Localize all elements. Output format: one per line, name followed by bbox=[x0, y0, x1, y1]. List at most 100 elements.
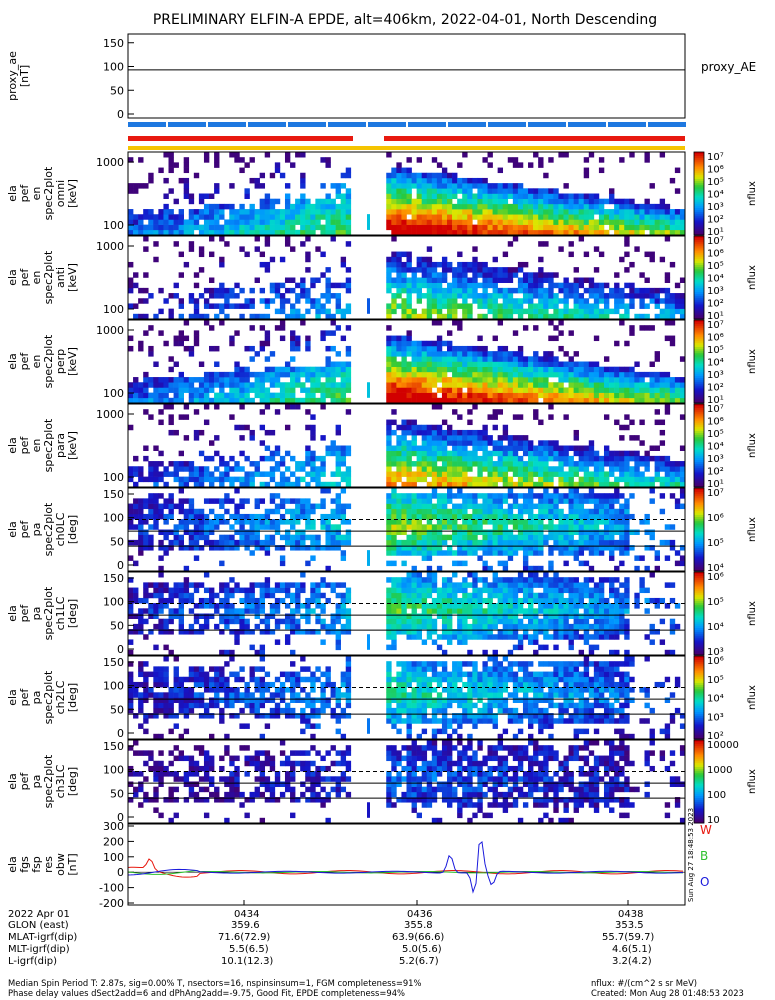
spectrogram-energy-2-cell bbox=[522, 308, 529, 315]
spectrogram-energy-2-cell bbox=[487, 277, 493, 283]
spectrogram-energy-4-cell bbox=[436, 445, 443, 451]
spectrogram-pitch-ch0-cell bbox=[274, 508, 281, 515]
spectrogram-energy-2-cell bbox=[315, 303, 321, 309]
spectrogram-pitch-ch0-cell bbox=[335, 513, 341, 520]
spectrogram-energy-1-cell bbox=[163, 219, 169, 225]
spectrogram-energy-3-cell bbox=[431, 392, 438, 399]
spectrogram-pitch-ch0-cell bbox=[416, 534, 422, 541]
spectrogram-pitch-ch0-cell bbox=[163, 503, 169, 510]
spectrogram-energy-2-cell bbox=[406, 313, 412, 320]
spectrogram-energy-1-cell bbox=[128, 214, 134, 220]
spectrogram-pitch-ch1-cell bbox=[295, 597, 301, 604]
spectrogram-energy-4-cell bbox=[239, 404, 245, 410]
spectrogram-energy-4-cell bbox=[644, 476, 650, 483]
spectrogram-pitch-ch0-cell bbox=[279, 534, 286, 541]
spectrogram-energy-3-cell bbox=[249, 345, 255, 352]
spectrogram-energy-1-colorbar-swatch bbox=[694, 214, 704, 217]
spectrogram-energy-3-cell bbox=[543, 382, 549, 388]
spectrogram-energy-1-cell bbox=[487, 188, 493, 194]
spectrogram-energy-3-cell bbox=[391, 387, 397, 393]
spectrogram-pitch-ch0-cell bbox=[421, 550, 428, 556]
spectrogram-pitch-ch1-cell bbox=[411, 572, 417, 578]
spectrogram-pitch-ch1-cell bbox=[163, 603, 169, 609]
spectrogram-energy-3-cell bbox=[138, 345, 144, 352]
spectrogram-energy-2-cell bbox=[492, 293, 498, 299]
spectrogram-pitch-ch0-cell bbox=[497, 493, 504, 499]
spectrogram-energy-2-cell bbox=[239, 287, 245, 294]
spectrogram-energy-1-cell bbox=[543, 224, 549, 231]
spectrogram-energy-1-cell bbox=[669, 219, 676, 225]
spectrogram-energy-3-cell bbox=[457, 377, 463, 383]
spectrogram-energy-4-cell bbox=[553, 445, 559, 451]
spectrogram-pitch-ch0-cell bbox=[143, 503, 149, 510]
spectrogram-energy-4-cell bbox=[269, 455, 276, 462]
spectrogram-pitch-ch1-cell bbox=[224, 603, 230, 609]
spectrogram-energy-4-cell bbox=[492, 450, 498, 457]
spectrogram-energy-4-cell bbox=[593, 476, 600, 483]
spectrogram-energy-1-cell bbox=[396, 188, 402, 194]
spectrogram-energy-3-cell bbox=[305, 387, 311, 393]
spectrogram-energy-1-cell bbox=[188, 209, 195, 215]
spectrogram-energy-4-cell bbox=[386, 424, 392, 431]
spectrogram-energy-1-cell bbox=[219, 214, 225, 220]
spectrogram-energy-4-cell bbox=[452, 429, 458, 436]
spectrogram-pitch-ch0-cell bbox=[492, 498, 498, 504]
spectrogram-energy-4-colorbar-frame bbox=[693, 403, 705, 488]
spectrogram-energy-1-cell bbox=[558, 229, 564, 236]
spectrogram-energy-4-cell bbox=[457, 435, 463, 441]
spectrogram-energy-1-cell bbox=[178, 219, 184, 225]
spectrogram-energy-1-cell bbox=[553, 193, 559, 199]
spectrogram-energy-2-cell bbox=[431, 287, 438, 294]
spectrogram-pitch-ch1-cell bbox=[143, 608, 149, 614]
spectrogram-pitch-ch0-cell bbox=[391, 534, 397, 541]
spectrogram-energy-2-cell bbox=[477, 261, 483, 268]
spectrogram-energy-4-cell bbox=[300, 476, 306, 483]
spectrogram-energy-3-cell bbox=[543, 397, 549, 404]
spectrogram-energy-3-cell bbox=[568, 371, 574, 378]
spectrogram-energy-4-cell bbox=[497, 471, 504, 477]
spectrogram-energy-1-cell bbox=[158, 214, 164, 220]
spectrogram-pitch-ch0-cell bbox=[269, 534, 276, 541]
spectrogram-pitch-ch0-cell bbox=[441, 493, 448, 499]
spectrogram-energy-4-cell bbox=[320, 435, 326, 441]
spectrogram-energy-3-colorbar-tick: 10¹ bbox=[707, 395, 724, 406]
spectrogram-energy-2-cell bbox=[533, 303, 539, 309]
spectrogram-energy-4-cell bbox=[472, 404, 478, 410]
spectrogram-pitch-ch1-cell bbox=[244, 587, 250, 594]
spectrogram-energy-3-cell bbox=[629, 371, 635, 378]
spectrogram-energy-1-cell bbox=[467, 229, 473, 236]
spectrogram-energy-3-cell bbox=[401, 345, 407, 352]
spectrogram-pitch-ch1-cell bbox=[411, 597, 417, 604]
spectrogram-energy-4-cell bbox=[497, 440, 504, 446]
spectrogram-energy-3-cell bbox=[482, 356, 488, 362]
spectrogram-pitch-ch1-cell bbox=[209, 603, 215, 609]
spectrogram-energy-4-cell bbox=[639, 419, 645, 426]
spectrogram-energy-3-cell bbox=[507, 392, 514, 399]
spectrogram-pitch-ch1-cell bbox=[224, 582, 230, 588]
spectrogram-energy-3-cell bbox=[421, 361, 428, 367]
spectrogram-energy-3-cell bbox=[447, 387, 453, 393]
spectrogram-energy-1-cell bbox=[436, 224, 443, 231]
spectrogram-energy-3-cell bbox=[522, 377, 529, 383]
spectrogram-energy-3-cell bbox=[538, 361, 544, 367]
spectrogram-pitch-ch0-cell bbox=[158, 503, 164, 510]
spectrogram-energy-2-cell bbox=[431, 308, 438, 315]
spectrogram-energy-1-cell bbox=[538, 224, 544, 231]
spectrogram-energy-3-cell bbox=[573, 382, 579, 388]
spectrogram-energy-1-cell bbox=[674, 188, 681, 194]
spectrogram-pitch-ch0-cell bbox=[193, 555, 200, 561]
spectrogram-energy-1-cell bbox=[502, 209, 509, 215]
spectrogram-energy-4-cell bbox=[482, 440, 488, 446]
spectrogram-pitch-ch0-cell bbox=[528, 488, 534, 494]
spectrogram-energy-1-cell bbox=[679, 219, 686, 225]
spectrogram-energy-2-cell bbox=[629, 261, 635, 268]
spectrogram-energy-3-colorbar-label: nflux bbox=[747, 349, 758, 374]
spectrogram-energy-2-cell bbox=[467, 282, 473, 289]
spectrogram-pitch-ch0-cell bbox=[457, 545, 463, 551]
spectrogram-energy-4-ticklabel: 100 bbox=[103, 471, 124, 484]
spectrogram-pitch-ch0-cell bbox=[325, 513, 331, 520]
spectrogram-pitch-ch0-cell bbox=[224, 498, 230, 504]
spectrogram-energy-3-cell bbox=[598, 397, 605, 404]
spectrogram-pitch-ch0-cell bbox=[619, 524, 625, 530]
spectrogram-energy-1-cell bbox=[426, 177, 433, 184]
